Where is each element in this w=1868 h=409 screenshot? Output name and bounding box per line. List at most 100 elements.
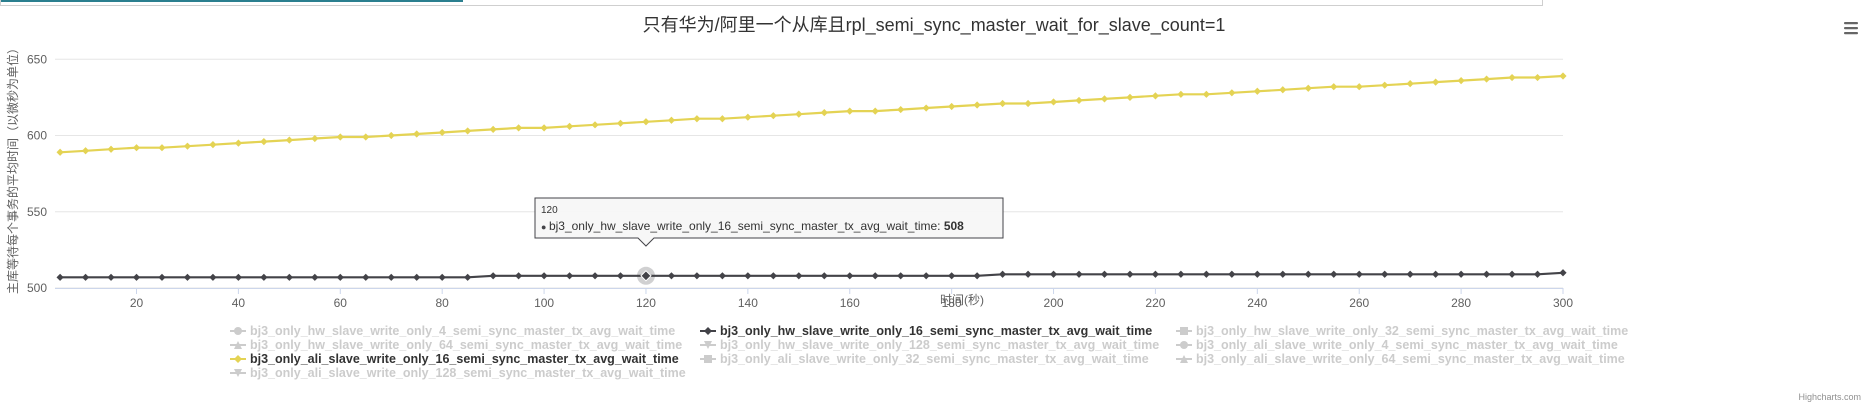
legend-item-1[interactable]: bj3_only_hw_slave_write_only_16_semi_syn… (700, 324, 1152, 338)
legend-item-6[interactable]: bj3_only_ali_slave_write_only_16_semi_sy… (230, 352, 679, 366)
data-point[interactable] (1559, 269, 1567, 277)
data-point[interactable] (795, 272, 803, 280)
data-point[interactable] (795, 110, 803, 118)
data-point[interactable] (132, 144, 141, 152)
data-point[interactable] (336, 273, 344, 281)
data-point[interactable] (744, 272, 752, 280)
data-point[interactable] (1457, 270, 1465, 278)
data-point[interactable] (1100, 270, 1109, 278)
data-point[interactable] (1355, 270, 1363, 278)
data-point[interactable] (1228, 89, 1236, 97)
legend-item-4[interactable]: bj3_only_hw_slave_write_only_128_semi_sy… (700, 338, 1159, 352)
data-point[interactable] (1253, 87, 1261, 95)
legend-item-7[interactable]: bj3_only_ali_slave_write_only_32_semi_sy… (700, 352, 1149, 366)
data-point[interactable] (718, 272, 726, 280)
data-point[interactable] (1559, 72, 1567, 80)
data-point[interactable] (591, 121, 599, 129)
data-point[interactable] (769, 272, 777, 280)
data-point[interactable] (667, 116, 676, 124)
data-point[interactable] (260, 138, 268, 146)
data-point[interactable] (158, 273, 166, 281)
data-point[interactable] (132, 273, 141, 281)
data-point[interactable] (820, 109, 828, 117)
data-point[interactable] (718, 115, 726, 123)
data-point[interactable] (56, 148, 64, 156)
data-point[interactable] (285, 136, 293, 144)
data-point[interactable] (1024, 270, 1032, 278)
data-point[interactable] (1381, 270, 1389, 278)
data-point[interactable] (1202, 90, 1210, 98)
data-point[interactable] (413, 273, 421, 281)
legend-item-9[interactable]: bj3_only_ali_slave_write_only_128_semi_s… (230, 366, 686, 380)
data-point[interactable] (1126, 270, 1134, 278)
data-point[interactable] (56, 273, 64, 281)
data-point[interactable] (464, 127, 472, 135)
data-point[interactable] (820, 272, 828, 280)
data-point[interactable] (387, 131, 395, 140)
data-point[interactable] (1406, 80, 1414, 88)
data-point[interactable] (871, 107, 879, 115)
data-point[interactable] (1075, 270, 1083, 278)
data-point[interactable] (311, 134, 319, 143)
data-point[interactable] (744, 113, 752, 121)
data-point[interactable] (234, 139, 243, 147)
data-point[interactable] (540, 124, 548, 132)
data-point[interactable] (489, 125, 497, 133)
data-point[interactable] (769, 112, 777, 120)
data-point[interactable] (158, 144, 166, 152)
data-point[interactable] (260, 273, 268, 281)
data-point[interactable] (413, 130, 421, 138)
data-point[interactable] (387, 273, 395, 281)
data-point[interactable] (1406, 270, 1414, 278)
data-point[interactable] (948, 102, 956, 111)
legend-item-0[interactable]: bj3_only_hw_slave_write_only_4_semi_sync… (230, 324, 675, 338)
data-point[interactable] (234, 273, 243, 281)
data-point[interactable] (1151, 92, 1160, 100)
data-point[interactable] (1177, 270, 1185, 278)
data-point[interactable] (1432, 270, 1440, 278)
data-point[interactable] (1330, 83, 1338, 91)
data-point[interactable] (998, 99, 1007, 108)
data-point[interactable] (565, 122, 574, 130)
data-point[interactable] (438, 128, 446, 137)
data-point[interactable] (1482, 270, 1491, 278)
data-point[interactable] (515, 272, 523, 280)
data-point[interactable] (642, 118, 650, 126)
data-point[interactable] (846, 107, 854, 115)
data-point[interactable] (973, 101, 981, 109)
data-point[interactable] (183, 273, 192, 281)
data-point[interactable] (81, 147, 90, 155)
data-point[interactable] (897, 272, 905, 280)
data-point[interactable] (1049, 270, 1058, 278)
data-point[interactable] (667, 272, 676, 280)
data-point[interactable] (1355, 83, 1363, 91)
hamburger-menu-icon[interactable] (1843, 20, 1859, 36)
data-point[interactable] (1100, 95, 1109, 103)
data-point[interactable] (922, 104, 930, 112)
data-point[interactable] (1049, 98, 1058, 106)
data-point[interactable] (998, 270, 1007, 278)
data-point[interactable] (1432, 78, 1440, 86)
data-point[interactable] (1533, 73, 1542, 82)
data-point[interactable] (1304, 84, 1312, 92)
data-point[interactable] (973, 272, 981, 280)
data-point[interactable] (948, 272, 956, 280)
data-point[interactable] (1508, 270, 1516, 278)
legend-item-2[interactable]: bj3_only_hw_slave_write_only_32_semi_syn… (1176, 324, 1628, 338)
data-point[interactable] (1126, 93, 1134, 101)
data-point[interactable] (438, 273, 446, 281)
credits-link[interactable]: Highcharts.com (1798, 392, 1861, 402)
data-point[interactable] (209, 141, 217, 149)
data-point[interactable] (1024, 99, 1032, 108)
data-point[interactable] (1075, 96, 1083, 105)
legend-item-3[interactable]: bj3_only_hw_slave_write_only_64_semi_syn… (230, 338, 682, 352)
data-point[interactable] (1457, 77, 1465, 85)
data-point[interactable] (1304, 270, 1312, 278)
data-point[interactable] (107, 145, 115, 153)
data-point[interactable] (1228, 270, 1236, 278)
data-point[interactable] (311, 273, 319, 281)
data-point[interactable] (183, 142, 192, 150)
data-point[interactable] (922, 272, 930, 280)
data-point[interactable] (1279, 270, 1287, 278)
data-point[interactable] (565, 272, 574, 280)
